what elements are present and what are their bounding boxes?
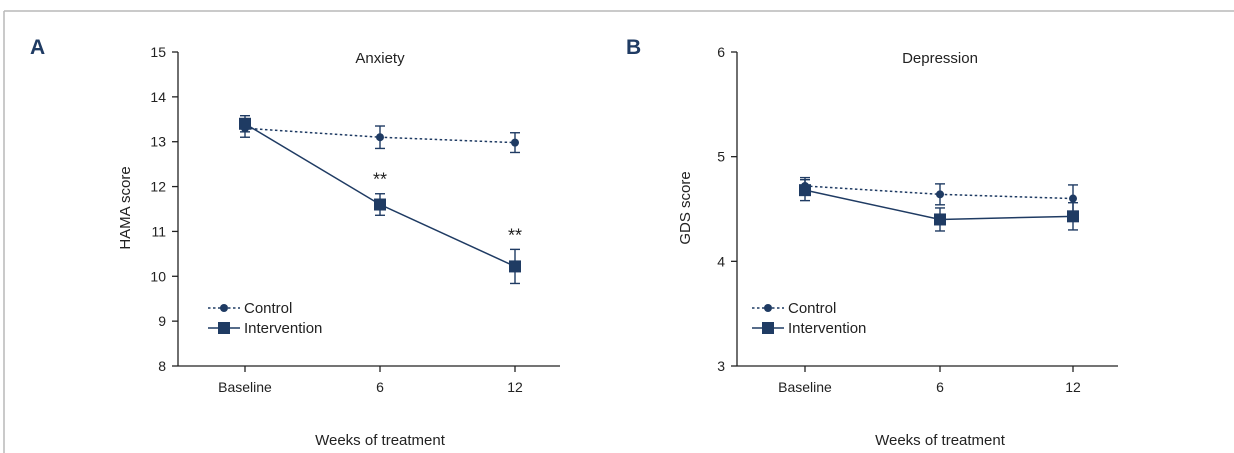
panel-letter: A	[30, 36, 45, 59]
chart-title: Depression	[902, 50, 978, 67]
point-intervention	[1067, 210, 1079, 223]
x-tick-label: 6	[376, 379, 384, 395]
significance-label: **	[373, 170, 387, 190]
y-tick-label: 6	[717, 44, 725, 60]
y-tick-label: 3	[717, 358, 725, 374]
point-intervention	[934, 213, 946, 226]
legend-marker	[220, 304, 228, 312]
x-axis-label: Weeks of treatment	[315, 432, 446, 449]
legend-marker	[762, 322, 774, 334]
point-intervention	[509, 260, 521, 273]
legend-label: Control	[244, 300, 292, 317]
y-axis-label: GDS score	[677, 171, 694, 244]
point-control	[1069, 194, 1077, 203]
legend-label: Intervention	[788, 320, 866, 337]
point-control	[511, 138, 519, 147]
legend-label: Control	[788, 300, 836, 317]
point-control	[936, 190, 944, 199]
x-tick-label: Baseline	[218, 379, 272, 395]
y-tick-label: 14	[150, 89, 166, 105]
legend-label: Intervention	[244, 320, 322, 337]
panel-b-depression: B Depression Weeks of treatment GDS scor…	[626, 36, 1118, 449]
chart-title: Anxiety	[355, 50, 405, 67]
x-tick-label: 6	[936, 379, 944, 395]
y-tick-label: 15	[150, 44, 166, 60]
y-tick-label: 10	[150, 268, 166, 284]
plot-area: 3 4 5 6 Baseline 6 12 Control Intervention	[717, 44, 1118, 395]
y-tick-label: 4	[717, 253, 725, 269]
y-tick-label: 13	[150, 134, 166, 150]
plot-area: 8 9 10 11 12 13 14 15 Baseline 6 12 Control Interven…	[150, 44, 560, 395]
y-tick-label: 11	[151, 223, 166, 239]
significance-label: **	[508, 225, 522, 245]
panel-a-anxiety: A Anxiety Weeks of treatment HAMA score …	[30, 36, 560, 449]
y-tick-label: 12	[150, 179, 166, 195]
x-tick-label: Baseline	[778, 379, 832, 395]
legend-marker	[764, 304, 772, 312]
point-intervention	[374, 198, 386, 211]
point-intervention	[799, 184, 811, 197]
y-tick-label: 8	[158, 358, 166, 374]
y-axis-label: HAMA score	[117, 166, 134, 249]
y-tick-label: 5	[717, 149, 725, 165]
x-axis-label: Weeks of treatment	[875, 432, 1006, 449]
x-tick-label: 12	[507, 379, 523, 395]
panel-letter: B	[626, 36, 641, 59]
point-intervention	[239, 117, 251, 130]
point-control	[376, 133, 384, 142]
y-tick-label: 9	[158, 313, 166, 329]
x-tick-label: 12	[1065, 379, 1081, 395]
legend-marker	[218, 322, 230, 334]
